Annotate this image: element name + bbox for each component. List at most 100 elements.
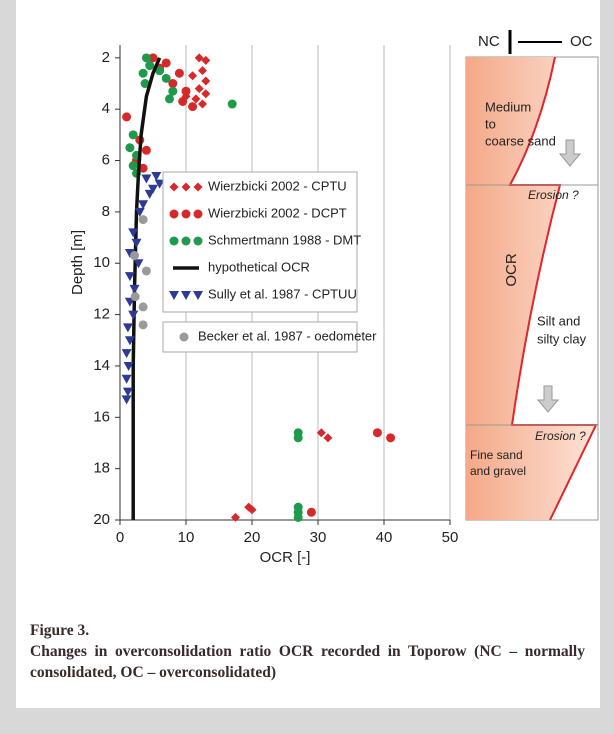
point: [131, 238, 142, 248]
arrow: [558, 139, 582, 167]
legend-label: Wierzbicki 2002 - CPTU: [208, 178, 347, 193]
y-tick-label: 14: [93, 357, 110, 374]
point: [169, 291, 179, 300]
point: [181, 291, 191, 300]
point: [128, 130, 138, 140]
y-tick-label: 4: [102, 100, 110, 117]
point: [138, 302, 148, 312]
point: [168, 86, 178, 96]
layer-label: Medium: [485, 99, 531, 114]
point: [122, 112, 132, 122]
point: [151, 171, 162, 181]
y-tick-label: 10: [93, 254, 110, 271]
point: [148, 53, 158, 63]
erosion-label: Erosion ?: [528, 188, 579, 202]
point: [181, 236, 191, 246]
point: [194, 53, 204, 63]
point: [201, 55, 211, 65]
point: [133, 259, 144, 269]
profile-line: [508, 56, 598, 521]
point: [191, 94, 201, 104]
point: [140, 79, 150, 89]
point: [122, 387, 133, 397]
point: [372, 428, 382, 438]
erosion-label: Erosion ?: [535, 429, 586, 443]
point: [138, 200, 149, 210]
point: [188, 71, 198, 81]
x-tick-label: 40: [376, 529, 393, 546]
point: [130, 251, 140, 261]
layer-label: to: [485, 116, 496, 131]
layer-label: silty clay: [537, 331, 587, 346]
point: [148, 184, 158, 194]
point: [323, 433, 333, 443]
point: [179, 332, 189, 342]
arrow: [536, 385, 560, 413]
point: [125, 143, 135, 153]
nc-label: NC: [478, 33, 500, 50]
point: [193, 182, 203, 192]
caption-label: Figure 3.: [30, 622, 90, 639]
oc-label: OC: [570, 33, 593, 50]
x-tick-label: 30: [310, 529, 327, 546]
point: [193, 209, 203, 219]
point: [169, 209, 179, 219]
y-tick-label: 16: [93, 408, 110, 425]
point: [145, 61, 155, 71]
point: [138, 68, 148, 78]
point: [141, 174, 152, 184]
point: [306, 507, 316, 517]
legend-label: Sully et al. 1987 - CPTUU: [208, 286, 357, 301]
profile-fill: [466, 57, 596, 520]
point: [231, 512, 240, 522]
point: [124, 336, 135, 346]
point: [121, 374, 132, 384]
point: [165, 94, 174, 104]
point: [198, 99, 207, 109]
point: [161, 58, 171, 68]
caption: Figure 3. Changes in overconsolidation r…: [30, 620, 585, 683]
point: [138, 163, 148, 173]
point: [141, 145, 151, 155]
layer-label: and gravel: [470, 464, 526, 478]
point: [201, 76, 211, 86]
point: [178, 96, 188, 106]
x-axis-label: OCR [-]: [260, 549, 311, 566]
y-tick-label: 20: [93, 511, 110, 528]
x-tick-label: 20: [244, 529, 261, 546]
y-tick-label: 12: [93, 306, 110, 323]
point: [141, 266, 151, 276]
point: [316, 428, 326, 438]
legend-label: Becker et al. 1987 - oedometer: [198, 328, 377, 343]
point: [181, 182, 191, 192]
point: [227, 99, 237, 109]
point: [293, 512, 303, 522]
point: [121, 349, 132, 359]
point: [247, 505, 257, 515]
point: [161, 73, 171, 83]
y-axis-label: Depth [m]: [69, 230, 86, 295]
point: [155, 66, 165, 76]
x-tick-label: 0: [116, 529, 124, 546]
legend-box: [162, 321, 358, 353]
point: [130, 292, 140, 302]
point: [121, 395, 132, 405]
point: [181, 209, 191, 219]
y-tick-label: 6: [102, 152, 110, 169]
point: [128, 228, 139, 238]
point: [181, 86, 191, 96]
point: [169, 236, 179, 246]
point: [168, 79, 178, 89]
line: [131, 57, 162, 520]
point: [129, 284, 140, 294]
point: [154, 179, 165, 189]
point: [144, 189, 155, 199]
profile: NC OC Medium to coarse sand Erosion ? OC…: [465, 30, 599, 521]
point: [128, 161, 138, 171]
point: [134, 207, 145, 217]
ocr-label: OCR: [503, 253, 520, 287]
legend-label: Wierzbicki 2002 - DCPT: [208, 205, 347, 220]
point: [123, 361, 134, 371]
